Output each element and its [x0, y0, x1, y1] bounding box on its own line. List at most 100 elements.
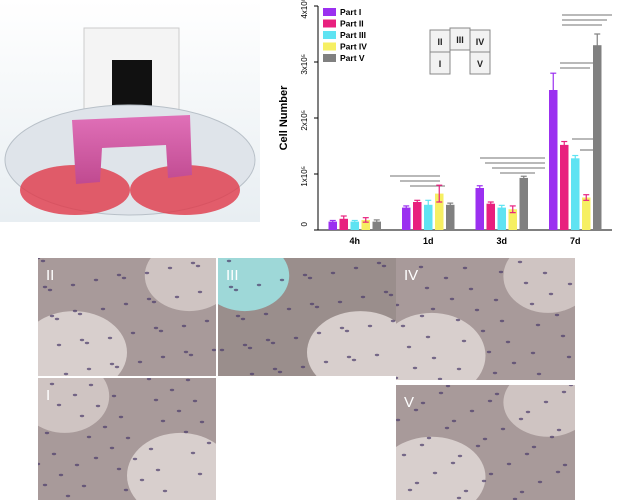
cell-nucleus: [407, 488, 413, 492]
cell-nucleus: [346, 355, 352, 359]
cell-nucleus: [42, 285, 48, 289]
error-bar: [476, 185, 483, 191]
pore: [38, 311, 127, 376]
cell-nucleus: [38, 462, 41, 466]
bar: [582, 197, 591, 230]
cell-nucleus: [158, 329, 164, 333]
cell-nucleus: [412, 366, 418, 370]
cell-nucleus: [431, 356, 437, 360]
cell-nucleus: [123, 488, 129, 492]
error-bar: [509, 205, 516, 214]
pore: [396, 312, 486, 380]
cell-nucleus: [146, 378, 152, 381]
cell-nucleus: [49, 382, 55, 386]
cell-nucleus: [474, 308, 480, 312]
y-tick-label: 4x10⁵: [300, 0, 309, 19]
bar: [560, 144, 569, 230]
cell-nucleus: [438, 391, 444, 395]
bar: [361, 219, 370, 230]
cell-nucleus: [462, 266, 468, 270]
legend-swatch: [323, 54, 336, 62]
cell-nucleus: [525, 410, 531, 414]
cell-nucleus: [430, 307, 436, 311]
cell-nucleus: [554, 313, 560, 317]
cell-nucleus: [107, 336, 113, 340]
cell-nucleus: [475, 444, 481, 448]
cell-nucleus: [455, 318, 461, 322]
cell-nucleus: [498, 270, 504, 274]
cell-nucleus: [314, 305, 320, 309]
bar: [508, 209, 517, 230]
y-tick-label: 3x10⁵: [300, 54, 309, 75]
bar: [435, 193, 444, 230]
cell-nucleus: [146, 297, 152, 301]
cell-nucleus: [307, 276, 313, 280]
error-bar: [403, 205, 410, 210]
cell-nucleus: [148, 447, 154, 451]
cell-nucleus: [111, 394, 117, 398]
cell-nucleus: [116, 273, 122, 277]
cell-nucleus: [265, 338, 271, 342]
cell-nucleus: [519, 490, 525, 494]
inset-diagram: [429, 27, 491, 75]
legend-swatch: [323, 8, 336, 16]
cell-nucleus: [492, 371, 498, 375]
bar: [350, 221, 359, 230]
inset-label: V: [477, 59, 483, 69]
error-bar: [425, 199, 432, 210]
cell-nucleus: [132, 457, 138, 461]
significance-lines: [390, 14, 612, 187]
cell-nucleus: [556, 428, 562, 432]
cell-nucleus: [529, 302, 535, 306]
legend-swatch: [323, 42, 336, 51]
cell-nucleus: [95, 404, 101, 408]
cell-nucleus: [506, 462, 512, 466]
cell-nucleus: [524, 452, 530, 456]
cell-nucleus: [81, 484, 87, 488]
cell-nucleus: [445, 385, 451, 388]
cell-nucleus: [451, 419, 457, 423]
error-bar: [550, 72, 557, 108]
error-bar: [351, 219, 358, 224]
cell-nucleus: [344, 329, 350, 333]
cell-nucleus: [390, 319, 396, 323]
pore: [503, 258, 575, 313]
cell-nucleus: [418, 265, 424, 269]
micrograph-label: IV: [404, 267, 418, 284]
micrograph-label: V: [404, 394, 414, 411]
inset-label: IV: [476, 37, 485, 47]
cell-nucleus: [449, 297, 455, 301]
error-bar: [373, 219, 380, 224]
pore: [144, 258, 216, 312]
cell-nucleus: [183, 350, 189, 354]
error-bar: [414, 199, 421, 205]
cell-nucleus: [125, 436, 131, 440]
cell-nucleus: [494, 392, 500, 396]
bar: [328, 221, 337, 230]
cell-nucleus: [542, 271, 548, 275]
micrograph: V: [396, 385, 575, 500]
x-tick-label: 7d: [570, 236, 581, 245]
cell-nucleus: [353, 266, 359, 270]
cell-nucleus: [293, 336, 299, 340]
cell-nucleus: [228, 285, 234, 289]
cell-nucleus: [426, 436, 432, 440]
legend-label: Part III: [340, 30, 366, 40]
scaffold-photo: [0, 0, 260, 222]
cell-nucleus: [72, 309, 78, 313]
cell-nucleus: [413, 408, 419, 412]
cell-nucleus: [63, 372, 69, 376]
cell-nucleus: [444, 426, 450, 430]
cell-nucleus: [86, 435, 92, 439]
cell-nucleus: [316, 331, 322, 335]
cell-nucleus: [190, 451, 196, 455]
bar: [475, 188, 484, 230]
cell-nucleus: [74, 463, 80, 467]
cell-nucleus: [263, 312, 269, 316]
cell-nucleus: [381, 264, 387, 268]
cell-nucleus: [536, 372, 542, 376]
cell-nucleus: [323, 360, 329, 364]
y-axis-label: Cell Number: [278, 85, 290, 151]
cell-nucleus: [204, 319, 210, 323]
cell-nucleus: [65, 494, 71, 498]
